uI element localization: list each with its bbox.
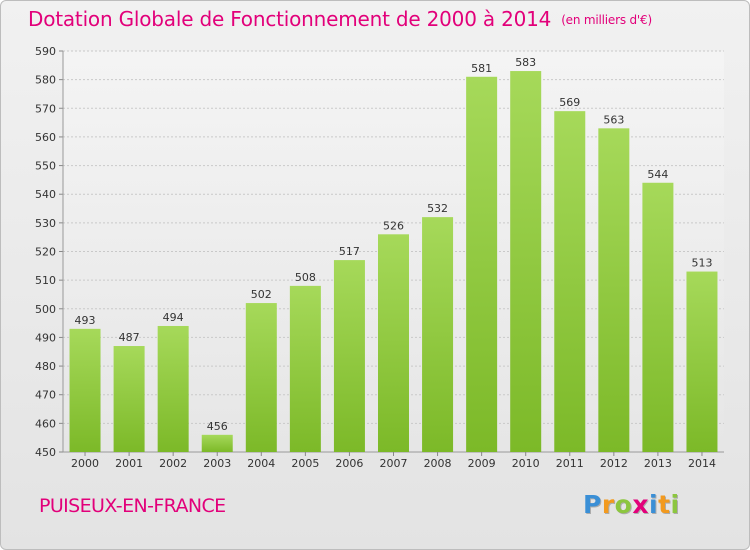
x-tick-label: 2002: [159, 457, 187, 470]
data-label: 494: [163, 311, 184, 324]
title-text: Dotation Globale de Fonctionnement de 20…: [28, 7, 552, 31]
x-tick-label: 2008: [424, 457, 452, 470]
commune-name: PUISEUX-EN-FRANCE: [39, 495, 226, 517]
data-label: 526: [383, 219, 404, 232]
proxiti-logo: Proxiti: [583, 490, 680, 519]
data-label: 544: [647, 168, 668, 181]
logo-letter: t: [658, 490, 671, 519]
x-tick-label: 2014: [688, 457, 716, 470]
data-label: 563: [603, 113, 624, 126]
x-tick-label: 2011: [556, 457, 584, 470]
y-tick-label: 560: [35, 131, 56, 144]
bar: [510, 71, 542, 453]
data-label: 487: [119, 331, 140, 344]
y-tick-label: 540: [35, 188, 56, 201]
x-tick-label: 2006: [335, 457, 363, 470]
logo-letter: o: [614, 490, 633, 519]
data-label: 502: [251, 288, 272, 301]
unit-note: (en milliers d'€): [561, 13, 652, 27]
bar: [554, 111, 586, 453]
data-label: 508: [295, 271, 316, 284]
data-label: 517: [339, 245, 360, 258]
bar: [201, 434, 233, 452]
logo-letter: P: [583, 490, 602, 519]
x-tick-label: 2003: [203, 457, 231, 470]
bar: [69, 328, 101, 452]
x-tick-label: 2007: [380, 457, 408, 470]
y-tick-label: 580: [35, 74, 56, 87]
y-tick-label: 450: [35, 446, 56, 459]
bar: [245, 303, 277, 452]
x-tick-label: 2001: [115, 457, 143, 470]
bar: [333, 260, 365, 452]
data-label: 513: [691, 257, 712, 270]
bar: [289, 285, 321, 452]
bar: [642, 182, 674, 452]
x-tick-label: 2004: [247, 457, 275, 470]
data-label: 532: [427, 202, 448, 215]
data-label: 581: [471, 62, 492, 75]
bar: [422, 217, 454, 452]
data-label: 569: [559, 96, 580, 109]
x-tick-label: 2000: [71, 457, 99, 470]
bar: [686, 271, 718, 452]
x-tick-label: 2012: [600, 457, 628, 470]
y-tick-label: 470: [35, 389, 56, 402]
x-tick-label: 2010: [512, 457, 540, 470]
bar: [466, 76, 498, 453]
y-tick-label: 590: [35, 45, 56, 58]
bar: [378, 234, 409, 452]
y-tick-label: 490: [35, 331, 56, 344]
data-label: 456: [207, 420, 228, 433]
logo-letter: x: [632, 490, 649, 519]
bar: [157, 325, 189, 452]
x-tick-label: 2009: [468, 457, 496, 470]
y-tick-label: 460: [35, 417, 56, 430]
y-tick-label: 510: [35, 274, 56, 287]
bar: [598, 128, 630, 452]
y-tick-label: 520: [35, 246, 56, 259]
chart-title: Dotation Globale de Fonctionnement de 20…: [28, 7, 652, 31]
x-tick-label: 2005: [291, 457, 319, 470]
bar: [113, 346, 145, 452]
y-tick-label: 550: [35, 160, 56, 173]
logo-letter: i: [649, 490, 659, 519]
y-tick-label: 480: [35, 360, 56, 373]
data-label: 493: [75, 314, 96, 327]
logo-letter: r: [601, 490, 615, 519]
x-tick-label: 2013: [644, 457, 672, 470]
y-tick-label: 500: [35, 303, 56, 316]
data-label: 583: [515, 56, 536, 69]
y-tick-label: 570: [35, 102, 56, 115]
y-tick-label: 530: [35, 217, 56, 230]
logo-letter: i: [670, 490, 680, 519]
